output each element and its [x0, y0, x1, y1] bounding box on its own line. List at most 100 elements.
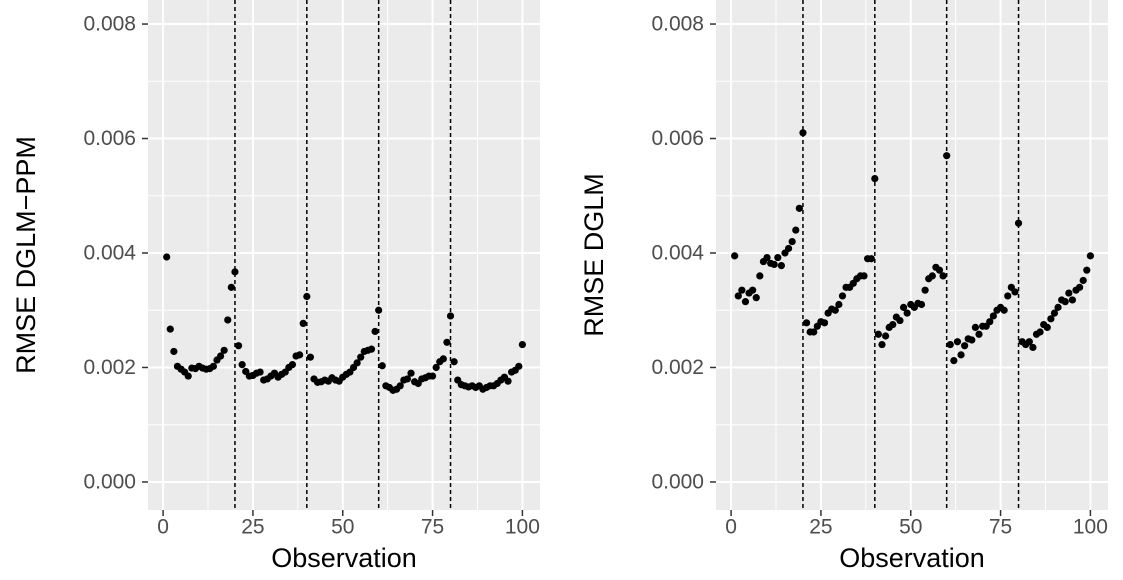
y-axis-title: RMSE DGLM [579, 173, 609, 337]
point [749, 286, 757, 294]
point [234, 342, 243, 350]
point [986, 318, 994, 326]
point [256, 368, 264, 376]
point [231, 268, 239, 276]
point [299, 319, 307, 328]
point [1076, 283, 1084, 291]
point [432, 363, 440, 372]
point [1050, 309, 1059, 317]
y-tick-label: 0.004 [651, 242, 704, 265]
point [878, 340, 886, 349]
point [1065, 289, 1073, 297]
point [1061, 298, 1069, 306]
x-tick-label: 50 [331, 516, 354, 539]
y-tick-label: 0.002 [83, 356, 136, 379]
point [515, 362, 523, 370]
x-tick-label: 75 [421, 516, 444, 539]
point [216, 352, 225, 360]
point [1004, 292, 1012, 300]
point [306, 353, 315, 361]
point [968, 336, 976, 344]
point [1036, 328, 1044, 336]
point [163, 253, 171, 261]
x-tick-label: 0 [725, 516, 737, 539]
point [1047, 315, 1055, 323]
point [518, 340, 526, 349]
point [227, 283, 235, 291]
point [752, 294, 760, 302]
point [375, 306, 383, 314]
point [802, 319, 811, 327]
point [224, 316, 232, 324]
point [799, 129, 807, 137]
point [450, 358, 458, 366]
y-tick-label: 0.008 [651, 13, 704, 36]
point [303, 292, 311, 301]
panel-background [148, 0, 540, 510]
point [184, 372, 192, 380]
point [899, 303, 908, 311]
point [903, 309, 911, 317]
point [403, 375, 412, 383]
point [504, 377, 512, 385]
point [1011, 288, 1019, 296]
point [961, 342, 969, 350]
point [439, 355, 447, 363]
x-tick-label: 25 [809, 516, 832, 539]
point [881, 332, 890, 340]
point [1025, 338, 1033, 346]
point [975, 330, 983, 338]
point [428, 372, 437, 380]
point [835, 300, 843, 309]
point [371, 327, 379, 336]
point [838, 292, 847, 300]
point [443, 338, 451, 346]
point [1014, 219, 1023, 227]
y-tick-label: 0.006 [83, 127, 136, 150]
point [288, 361, 297, 369]
point [777, 261, 785, 270]
y-tick-label: 0.006 [651, 127, 704, 150]
point [763, 253, 771, 262]
point [860, 272, 868, 280]
point [1068, 296, 1077, 304]
point [731, 252, 739, 260]
point [738, 286, 746, 294]
point [170, 347, 178, 356]
x-tick-label: 100 [1073, 516, 1108, 539]
point [774, 253, 782, 262]
point [446, 312, 455, 320]
y-tick-label: 0.000 [651, 470, 704, 493]
point [1079, 276, 1087, 285]
point [953, 338, 962, 346]
y-tick-label: 0.000 [83, 470, 136, 493]
x-tick-label: 50 [899, 516, 922, 539]
point [921, 286, 929, 294]
y-axis-title: RMSE DGLM−PPM [11, 136, 41, 374]
x-tick-label: 75 [989, 516, 1012, 539]
point [407, 369, 415, 377]
point [943, 152, 951, 160]
point [896, 316, 904, 325]
point [296, 351, 304, 359]
point [209, 362, 217, 370]
point [238, 361, 246, 369]
point [367, 345, 376, 353]
point [831, 306, 839, 314]
point [756, 272, 764, 280]
point [734, 292, 742, 300]
x-tick-label: 100 [505, 516, 540, 539]
point [792, 226, 800, 234]
point [795, 204, 803, 212]
x-axis-title: Observation [271, 543, 417, 573]
point [1086, 252, 1094, 260]
panel-background [716, 0, 1108, 510]
point [770, 260, 778, 269]
point [220, 346, 228, 354]
point [928, 272, 936, 280]
point [917, 300, 926, 309]
point [396, 382, 404, 390]
point [1043, 323, 1051, 332]
